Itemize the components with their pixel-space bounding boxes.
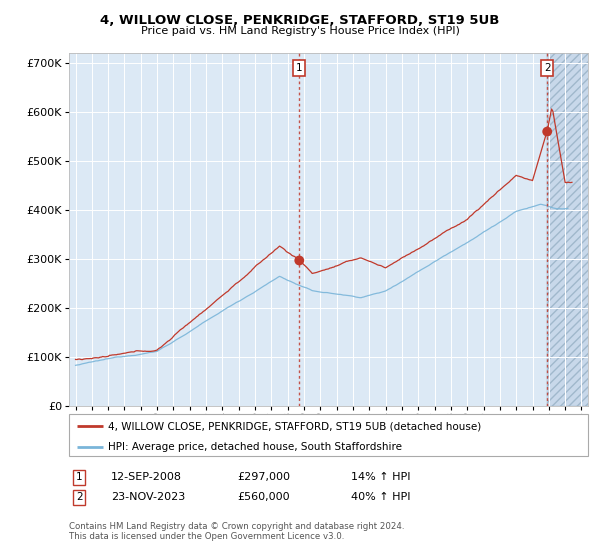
- Text: 4, WILLOW CLOSE, PENKRIDGE, STAFFORD, ST19 5UB (detached house): 4, WILLOW CLOSE, PENKRIDGE, STAFFORD, ST…: [108, 421, 481, 431]
- Bar: [547, 53, 600, 406]
- Text: 14% ↑ HPI: 14% ↑ HPI: [351, 472, 410, 482]
- Text: 2: 2: [76, 492, 83, 502]
- Point: [542, 127, 552, 136]
- Text: £560,000: £560,000: [237, 492, 290, 502]
- Text: 12-SEP-2008: 12-SEP-2008: [111, 472, 182, 482]
- Point: [295, 256, 304, 265]
- Text: 1: 1: [296, 63, 302, 73]
- Text: 1: 1: [76, 472, 83, 482]
- Text: 23-NOV-2023: 23-NOV-2023: [111, 492, 185, 502]
- Text: 2: 2: [544, 63, 551, 73]
- Text: Price paid vs. HM Land Registry's House Price Index (HPI): Price paid vs. HM Land Registry's House …: [140, 26, 460, 36]
- Text: 4, WILLOW CLOSE, PENKRIDGE, STAFFORD, ST19 5UB: 4, WILLOW CLOSE, PENKRIDGE, STAFFORD, ST…: [100, 14, 500, 27]
- Text: HPI: Average price, detached house, South Staffordshire: HPI: Average price, detached house, Sout…: [108, 442, 402, 452]
- Text: £297,000: £297,000: [237, 472, 290, 482]
- Text: Contains HM Land Registry data © Crown copyright and database right 2024.
This d: Contains HM Land Registry data © Crown c…: [69, 522, 404, 542]
- Text: 40% ↑ HPI: 40% ↑ HPI: [351, 492, 410, 502]
- FancyBboxPatch shape: [69, 414, 588, 456]
- Bar: [547, 53, 600, 406]
